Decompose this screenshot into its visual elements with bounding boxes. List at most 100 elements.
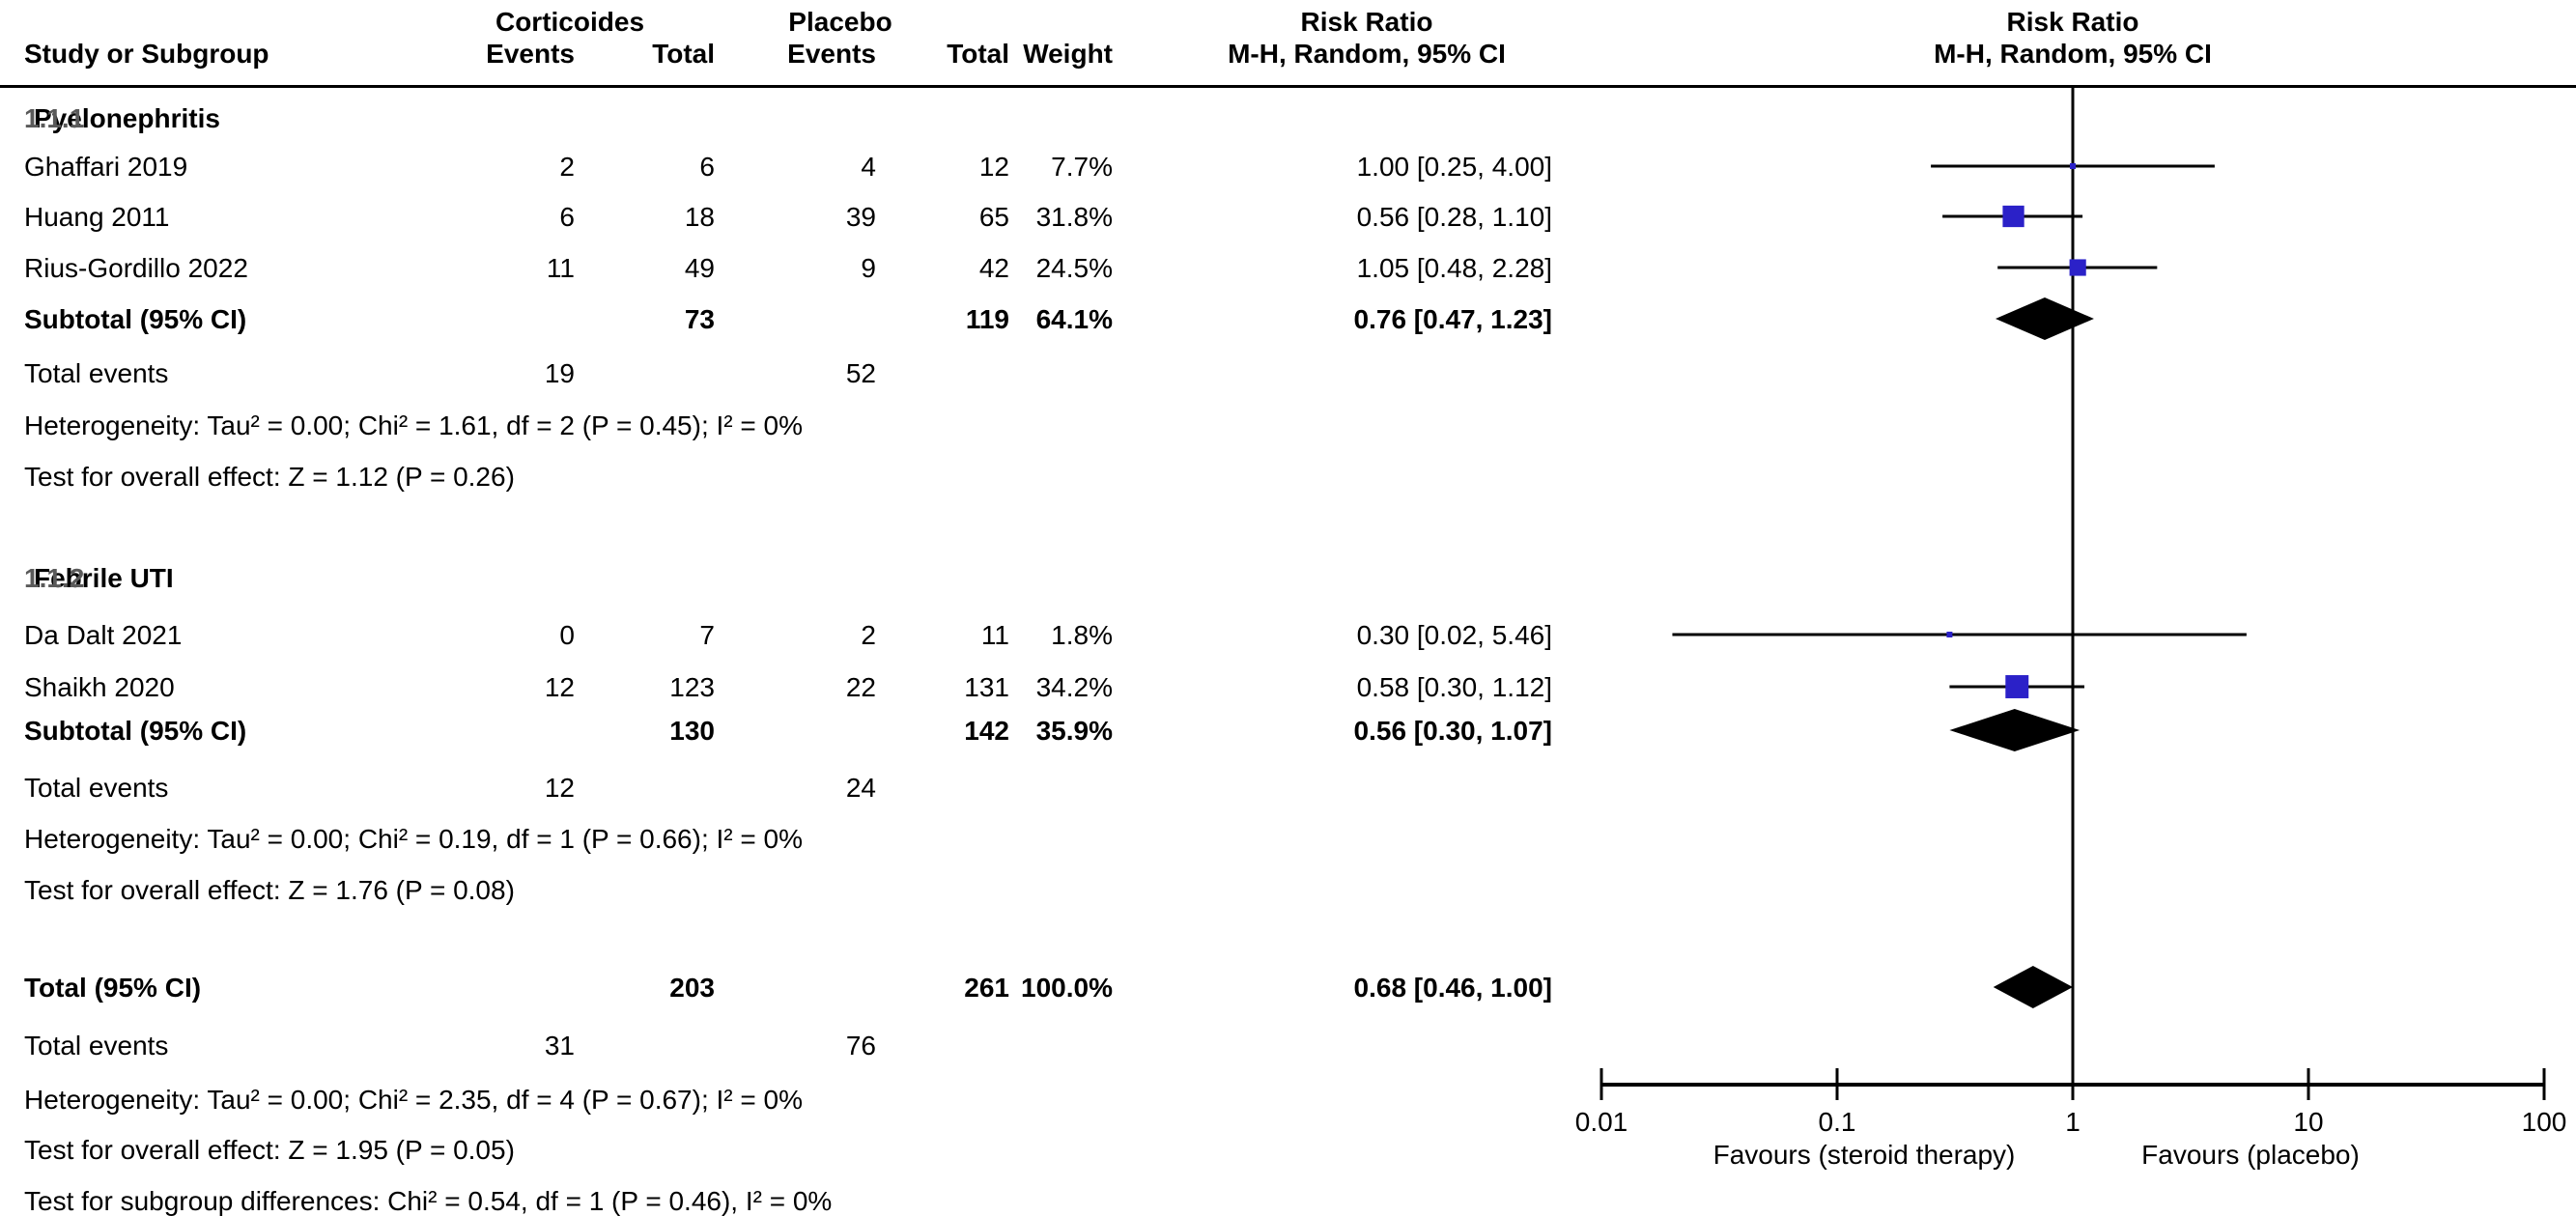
heterogeneity-text: Heterogeneity: Tau² = 0.00; Chi² = 0.19,…: [24, 824, 803, 854]
study-events1: 6: [559, 202, 575, 232]
study-rr-ci: 0.58 [0.30, 1.12]: [1356, 672, 1552, 702]
heterogeneity-row: Heterogeneity: Tau² = 0.00; Chi² = 1.61,…: [0, 409, 2576, 443]
diamond-subtotal-pyelonephritis: [1995, 297, 2094, 340]
total-total1: 203: [669, 973, 715, 1003]
study-total1: 49: [684, 253, 715, 283]
subtotal-row: Subtotal (95% CI) 73 119 64.1% 0.76 [0.4…: [0, 302, 2576, 337]
study-weight: 1.8%: [1051, 620, 1113, 650]
col-events2-header: Events: [787, 39, 876, 69]
subtotal-total1: 73: [684, 304, 715, 334]
study-weight: 7.7%: [1051, 152, 1113, 182]
study-row: Ghaffari 2019 2 6 4 12 7.7% 1.00 [0.25, …: [0, 150, 2576, 184]
favours-right-label: Favours (placebo): [2141, 1140, 2360, 1170]
study-weight: 31.8%: [1035, 202, 1113, 232]
diamond-overall-total: [1993, 966, 2073, 1008]
col-weight-header: Weight: [1023, 39, 1113, 69]
plot-header-line1: Risk Ratio: [2006, 7, 2139, 37]
subtotal-rr-ci: 0.56 [0.30, 1.07]: [1353, 716, 1552, 746]
study-events2: 22: [845, 672, 876, 702]
study-row: Da Dalt 2021 0 7 2 11 1.8% 0.30 [0.02, 5…: [0, 618, 2576, 653]
section-title: Febrile UTI: [34, 563, 174, 593]
study-rr-ci: 0.56 [0.28, 1.10]: [1356, 202, 1552, 232]
study-rr-ci: 0.30 [0.02, 5.46]: [1356, 620, 1552, 650]
col-total2-header: Total: [947, 39, 1009, 69]
marker-square-shaikh-2020: [2005, 675, 2029, 698]
subtotal-rr-ci: 0.76 [0.47, 1.23]: [1353, 304, 1552, 334]
header-group-row: Corticoides Placebo Risk Ratio Risk Rati…: [0, 5, 2576, 40]
study-row: Huang 2011 6 18 39 65 31.8% 0.56 [0.28, …: [0, 200, 2576, 235]
study-events1: 2: [559, 152, 575, 182]
heterogeneity-text: Heterogeneity: Tau² = 0.00; Chi² = 1.61,…: [24, 410, 803, 440]
header-rule: [0, 85, 2576, 88]
total-events1: 19: [544, 358, 575, 388]
subtotal-total2: 119: [965, 304, 1009, 334]
section-title: Pyelonephritis: [34, 103, 220, 133]
col-total1-header: Total: [652, 39, 715, 69]
total-events-label: Total events: [24, 358, 169, 388]
study-weight: 34.2%: [1035, 672, 1113, 702]
study-total1: 18: [684, 202, 715, 232]
section-code: 1.1.2: [24, 563, 85, 593]
study-total2: 11: [980, 620, 1009, 650]
total-events-row: Total events 12 24: [0, 771, 2576, 806]
overall-effect-text: Test for overall effect: Z = 1.12 (P = 0…: [24, 462, 515, 492]
study-rr-ci: 1.05 [0.48, 2.28]: [1356, 253, 1552, 283]
study-name: Da Dalt 2021: [24, 620, 183, 650]
total-events1: 12: [544, 773, 575, 803]
rr-column-header-line2: M-H, Random, 95% CI: [1228, 39, 1506, 69]
subgroup-differences-text: Test for subgroup differences: Chi² = 0.…: [24, 1186, 833, 1216]
study-rr-ci: 1.00 [0.25, 4.00]: [1356, 152, 1552, 182]
study-weight: 24.5%: [1035, 253, 1113, 283]
subtotal-total2: 142: [964, 716, 1009, 746]
axis-tick-label-1: 1: [2065, 1107, 2081, 1137]
favours-left-label: Favours (steroid therapy): [1713, 1140, 2016, 1170]
overall-effect-text: Test for overall effect: Z = 1.76 (P = 0…: [24, 875, 515, 905]
subtotal-label: Subtotal (95% CI): [24, 304, 247, 334]
marker-square-huang-2011: [2002, 205, 2024, 228]
study-row: Rius-Gordillo 2022 11 49 9 42 24.5% 1.05…: [0, 251, 2576, 286]
axis-tick-label-0.1: 0.1: [1819, 1107, 1856, 1137]
study-events2: 39: [845, 202, 876, 232]
total-events2: 24: [845, 773, 876, 803]
study-total1: 123: [669, 672, 715, 702]
total-row: Total (95% CI) 203 261 100.0% 0.68 [0.46…: [0, 971, 2576, 1005]
axis-tick-label-100: 100: [2522, 1107, 2567, 1137]
group2-header: Placebo: [788, 7, 892, 37]
marker-square-ghaffari-2019: [2070, 163, 2076, 169]
study-total2: 12: [978, 152, 1009, 182]
study-events2: 4: [861, 152, 876, 182]
study-name: Huang 2011: [24, 202, 170, 232]
total-weight: 100.0%: [1021, 973, 1113, 1003]
study-total1: 7: [699, 620, 715, 650]
marker-square-rius-gordillo-2022: [2069, 259, 2086, 276]
study-total2: 42: [978, 253, 1009, 283]
axis-tick-label-10: 10: [2293, 1107, 2323, 1137]
total-events-row: Total events 31 76: [0, 1029, 2576, 1063]
col-study-header: Study or Subgroup: [24, 39, 269, 69]
study-total2: 65: [978, 202, 1009, 232]
subtotal-weight: 64.1%: [1035, 304, 1113, 334]
total-total2: 261: [964, 973, 1009, 1003]
heterogeneity-row: Heterogeneity: Tau² = 0.00; Chi² = 0.19,…: [0, 822, 2576, 857]
study-name: Ghaffari 2019: [24, 152, 188, 182]
study-events1: 11: [546, 253, 575, 283]
total-events1: 31: [544, 1031, 575, 1060]
subtotal-label: Subtotal (95% CI): [24, 716, 247, 746]
study-name: Shaikh 2020: [24, 672, 175, 702]
total-events-label: Total events: [24, 773, 169, 803]
study-total2: 131: [964, 672, 1009, 702]
section-title-row: 1.1.2 Febrile UTI: [0, 561, 2576, 596]
subgroup-differences-row: Test for subgroup differences: Chi² = 0.…: [0, 1184, 2576, 1216]
total-events2: 52: [845, 358, 876, 388]
subtotal-weight: 35.9%: [1035, 716, 1113, 746]
study-events2: 2: [861, 620, 876, 650]
header-columns-row: Study or Subgroup Events Total Events To…: [0, 37, 2576, 71]
rr-column-header-line1: Risk Ratio: [1300, 7, 1433, 37]
total-events-row: Total events 19 52: [0, 356, 2576, 391]
study-events1: 12: [544, 672, 575, 702]
total-rr-ci: 0.68 [0.46, 1.00]: [1353, 973, 1552, 1003]
marker-square-da-dalt-2021: [1946, 632, 1953, 637]
overall-effect-row: Test for overall effect: Z = 1.76 (P = 0…: [0, 873, 2576, 908]
plot-header-line2: M-H, Random, 95% CI: [1934, 39, 2212, 69]
